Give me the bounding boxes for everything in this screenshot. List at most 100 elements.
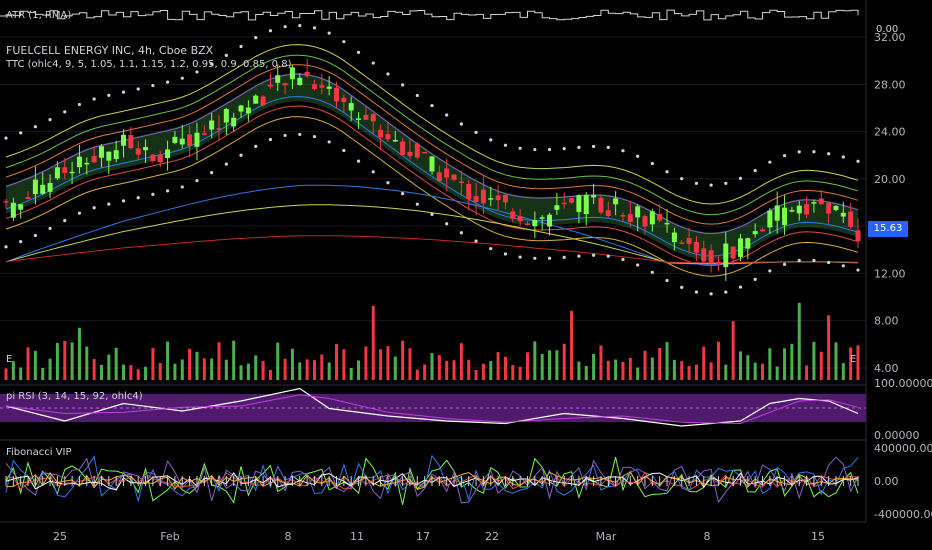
candle-body[interactable] bbox=[282, 83, 288, 86]
candle-body[interactable] bbox=[436, 172, 442, 182]
candle-body[interactable] bbox=[495, 195, 501, 201]
candle-body[interactable] bbox=[547, 214, 553, 227]
candle-body[interactable] bbox=[627, 214, 633, 222]
candle-body[interactable] bbox=[444, 168, 450, 178]
candle-body[interactable] bbox=[91, 155, 97, 163]
candle-body[interactable] bbox=[260, 96, 266, 106]
candle-body[interactable] bbox=[642, 216, 648, 227]
candle-body[interactable] bbox=[760, 229, 766, 232]
candle-body[interactable] bbox=[840, 212, 846, 217]
candle-body[interactable] bbox=[664, 222, 670, 225]
candle-body[interactable] bbox=[143, 147, 149, 151]
candle-body[interactable] bbox=[348, 103, 354, 111]
candle-body[interactable] bbox=[289, 67, 295, 80]
earnings-marker-right[interactable]: E bbox=[850, 354, 857, 365]
candle-body[interactable] bbox=[392, 139, 398, 142]
candle-body[interactable] bbox=[796, 205, 802, 214]
candle-body[interactable] bbox=[723, 243, 729, 268]
candle-body[interactable] bbox=[693, 241, 699, 253]
candle-body[interactable] bbox=[480, 189, 486, 204]
candle-body[interactable] bbox=[502, 195, 508, 203]
candle-body[interactable] bbox=[532, 220, 538, 227]
candle-body[interactable] bbox=[414, 143, 420, 158]
candle-body[interactable] bbox=[106, 151, 112, 161]
candle-body[interactable] bbox=[275, 75, 281, 83]
candle-body[interactable] bbox=[216, 128, 222, 130]
candle-body[interactable] bbox=[18, 204, 24, 210]
candle-body[interactable] bbox=[341, 97, 347, 103]
candle-body[interactable] bbox=[25, 197, 31, 199]
candle-body[interactable] bbox=[855, 230, 861, 242]
candle-body[interactable] bbox=[649, 211, 655, 225]
candle-body[interactable] bbox=[32, 179, 38, 195]
candle-body[interactable] bbox=[334, 87, 340, 102]
candle-body[interactable] bbox=[715, 261, 721, 265]
candle-body[interactable] bbox=[113, 150, 119, 159]
time-axis[interactable]: 25 Feb 8 11 17 22 Mar 8 15 bbox=[0, 384, 866, 543]
candle-body[interactable] bbox=[422, 151, 428, 154]
candle-body[interactable] bbox=[730, 246, 736, 259]
candle-body[interactable] bbox=[84, 162, 90, 165]
candle-body[interactable] bbox=[407, 151, 413, 157]
candle-body[interactable] bbox=[245, 107, 251, 114]
candle-body[interactable] bbox=[510, 211, 516, 219]
candle-body[interactable] bbox=[605, 210, 611, 217]
candle-body[interactable] bbox=[745, 238, 751, 249]
candle-body[interactable] bbox=[54, 167, 60, 179]
candle-body[interactable] bbox=[400, 141, 406, 156]
candle-body[interactable] bbox=[569, 198, 575, 203]
candle-body[interactable] bbox=[561, 202, 567, 205]
candle-body[interactable] bbox=[466, 184, 472, 200]
candle-body[interactable] bbox=[62, 167, 68, 173]
candle-body[interactable] bbox=[370, 114, 376, 122]
candle-body[interactable] bbox=[378, 129, 384, 138]
candle-body[interactable] bbox=[598, 197, 604, 213]
candle-body[interactable] bbox=[635, 206, 641, 218]
candle-body[interactable] bbox=[524, 223, 530, 225]
candle-body[interactable] bbox=[737, 238, 743, 257]
candle-body[interactable] bbox=[833, 205, 839, 210]
candle-body[interactable] bbox=[708, 250, 714, 264]
candle-body[interactable] bbox=[429, 156, 435, 172]
candle-body[interactable] bbox=[69, 171, 75, 174]
candle-body[interactable] bbox=[253, 95, 259, 104]
candle-body[interactable] bbox=[297, 77, 303, 85]
candle-body[interactable] bbox=[209, 120, 215, 130]
price-pane[interactable] bbox=[0, 24, 866, 380]
fibonacci-pane[interactable] bbox=[5, 454, 859, 505]
candle-body[interactable] bbox=[752, 231, 758, 235]
candle-body[interactable] bbox=[304, 71, 310, 77]
candle-body[interactable] bbox=[686, 238, 692, 244]
candle-body[interactable] bbox=[3, 201, 9, 203]
candle-body[interactable] bbox=[238, 105, 244, 112]
candle-body[interactable] bbox=[121, 134, 127, 146]
candle-body[interactable] bbox=[223, 109, 229, 123]
candle-body[interactable] bbox=[319, 85, 325, 88]
candle-body[interactable] bbox=[811, 202, 817, 204]
candle-body[interactable] bbox=[620, 215, 626, 217]
candle-body[interactable] bbox=[679, 242, 685, 244]
earnings-marker-left[interactable]: E bbox=[6, 354, 13, 365]
candle-body[interactable] bbox=[201, 133, 207, 135]
candle-body[interactable] bbox=[583, 195, 589, 215]
candle-body[interactable] bbox=[128, 135, 134, 149]
candle-body[interactable] bbox=[473, 196, 479, 202]
candle-body[interactable] bbox=[554, 205, 560, 210]
candle-body[interactable] bbox=[98, 146, 104, 158]
candle-body[interactable] bbox=[848, 211, 854, 227]
candle-body[interactable] bbox=[671, 232, 677, 243]
candle-body[interactable] bbox=[539, 217, 545, 219]
candle-body[interactable] bbox=[231, 117, 237, 127]
candle-body[interactable] bbox=[187, 134, 193, 147]
candle-body[interactable] bbox=[657, 213, 663, 221]
candle-body[interactable] bbox=[165, 149, 171, 159]
candle-body[interactable] bbox=[311, 84, 317, 89]
candle-body[interactable] bbox=[267, 84, 273, 87]
candle-body[interactable] bbox=[385, 134, 391, 140]
candle-body[interactable] bbox=[804, 204, 810, 215]
candle-body[interactable] bbox=[701, 248, 707, 262]
candle-body[interactable] bbox=[613, 198, 619, 205]
candle-body[interactable] bbox=[458, 181, 464, 184]
candle-body[interactable] bbox=[157, 154, 163, 163]
candle-body[interactable] bbox=[451, 174, 457, 180]
